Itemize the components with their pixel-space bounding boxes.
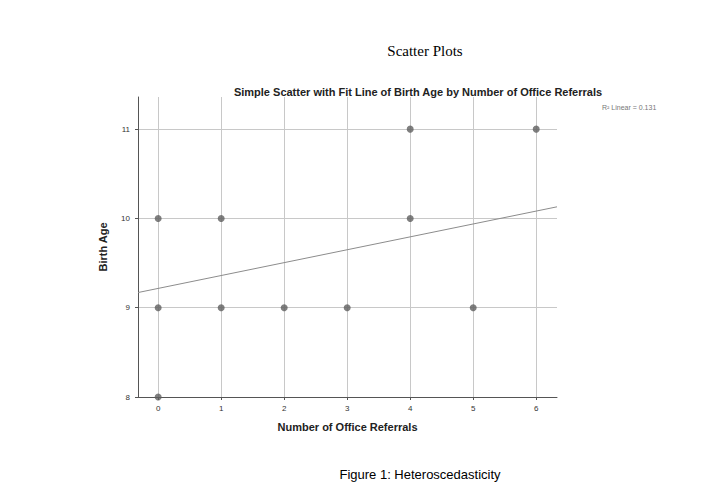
- svg-text:10: 10: [121, 214, 130, 223]
- svg-text:8: 8: [126, 393, 131, 402]
- svg-text:Birth Age: Birth Age: [97, 222, 109, 271]
- svg-text:3: 3: [345, 404, 350, 413]
- svg-text:6: 6: [534, 404, 539, 413]
- svg-text:5: 5: [471, 404, 476, 413]
- svg-text:R² Linear = 0.131: R² Linear = 0.131: [602, 104, 656, 111]
- svg-text:Scatter Plots: Scatter Plots: [387, 43, 463, 59]
- svg-text:Simple Scatter with Fit Line o: Simple Scatter with Fit Line of Birth Ag…: [234, 86, 602, 98]
- svg-text:Figure 1: Heteroscedasticity: Figure 1: Heteroscedasticity: [339, 467, 501, 482]
- svg-text:0: 0: [156, 404, 161, 413]
- svg-text:Number of Office Referrals: Number of Office Referrals: [278, 421, 418, 433]
- svg-text:11: 11: [122, 125, 131, 134]
- svg-text:4: 4: [408, 404, 413, 413]
- svg-text:2: 2: [282, 404, 287, 413]
- svg-text:1: 1: [219, 404, 224, 413]
- svg-text:9: 9: [126, 303, 131, 312]
